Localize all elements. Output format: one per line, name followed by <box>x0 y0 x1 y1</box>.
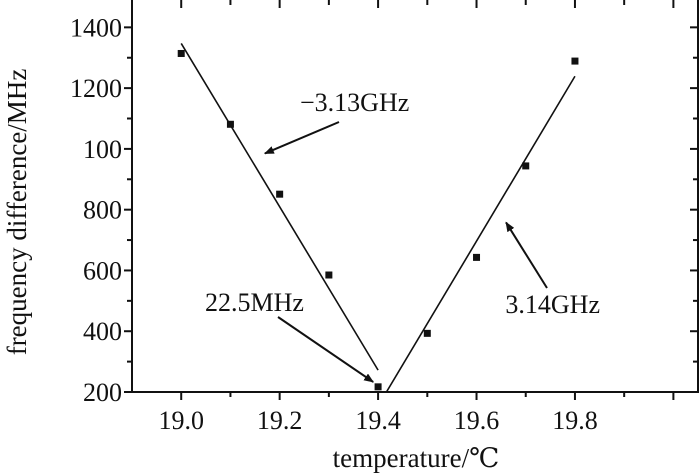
data-point <box>177 49 185 57</box>
data-point <box>423 329 431 337</box>
x-tick-label: 19.2 <box>257 406 303 435</box>
x-axis-label: temperature/℃ <box>333 443 500 473</box>
y-tick-label: 800 <box>83 196 122 225</box>
axes: 19.0 19.2 19.4 19.6 19.8 200 400 600 800 100 1200 1… <box>70 0 699 435</box>
y-tick-label: 100 <box>83 135 122 164</box>
annotation-arrow <box>263 121 340 155</box>
annotation-arrow <box>277 316 374 383</box>
y-tick-label: 200 <box>83 378 122 407</box>
y-tick-label: 1200 <box>70 74 122 103</box>
x-tick-label: 19.6 <box>454 406 500 435</box>
y-tick-label: 600 <box>83 256 122 285</box>
fit-line <box>180 43 379 371</box>
x-tick-label: 19.0 <box>158 406 204 435</box>
data-points <box>177 49 579 391</box>
data-point <box>522 162 530 170</box>
y-axis-label: frequency difference/MHz <box>2 69 32 356</box>
annotation-label: −3.13GHz <box>300 88 409 117</box>
annotation-label: 3.14GHz <box>505 290 600 319</box>
y-tick-label: 1400 <box>70 13 122 42</box>
x-tick-label: 19.4 <box>355 406 401 435</box>
annotation-label: 22.5MHz <box>205 288 304 317</box>
data-point <box>325 271 333 279</box>
fit-line <box>385 75 576 393</box>
data-point <box>226 120 234 128</box>
y-tick-label: 400 <box>83 317 122 346</box>
plot-frame <box>131 0 699 393</box>
annotation-arrow <box>505 221 548 289</box>
x-tick-label: 19.8 <box>552 406 598 435</box>
data-point <box>276 190 284 198</box>
annotations: −3.13GHz 22.5MHz 3.14GHz <box>205 88 600 383</box>
data-point <box>571 57 579 65</box>
data-point <box>473 253 481 261</box>
fit-lines <box>180 43 576 393</box>
data-point <box>374 383 382 391</box>
